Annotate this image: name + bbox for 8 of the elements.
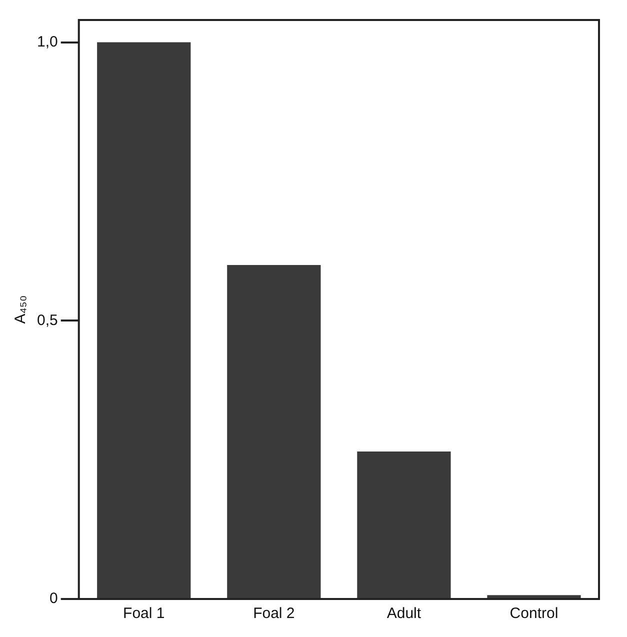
x-tick-label: Foal 1 bbox=[123, 605, 165, 622]
y-tick-label: 1,0 bbox=[36, 33, 58, 50]
y-tick-label: 0,5 bbox=[36, 312, 58, 329]
x-tick-label: Foal 2 bbox=[253, 605, 295, 622]
x-tick-label: Control bbox=[510, 605, 558, 622]
x-tick-label: Adult bbox=[386, 605, 422, 622]
y-tick-label: 0 bbox=[50, 590, 58, 608]
y-axis-title: A₄₅₀ bbox=[12, 295, 30, 324]
